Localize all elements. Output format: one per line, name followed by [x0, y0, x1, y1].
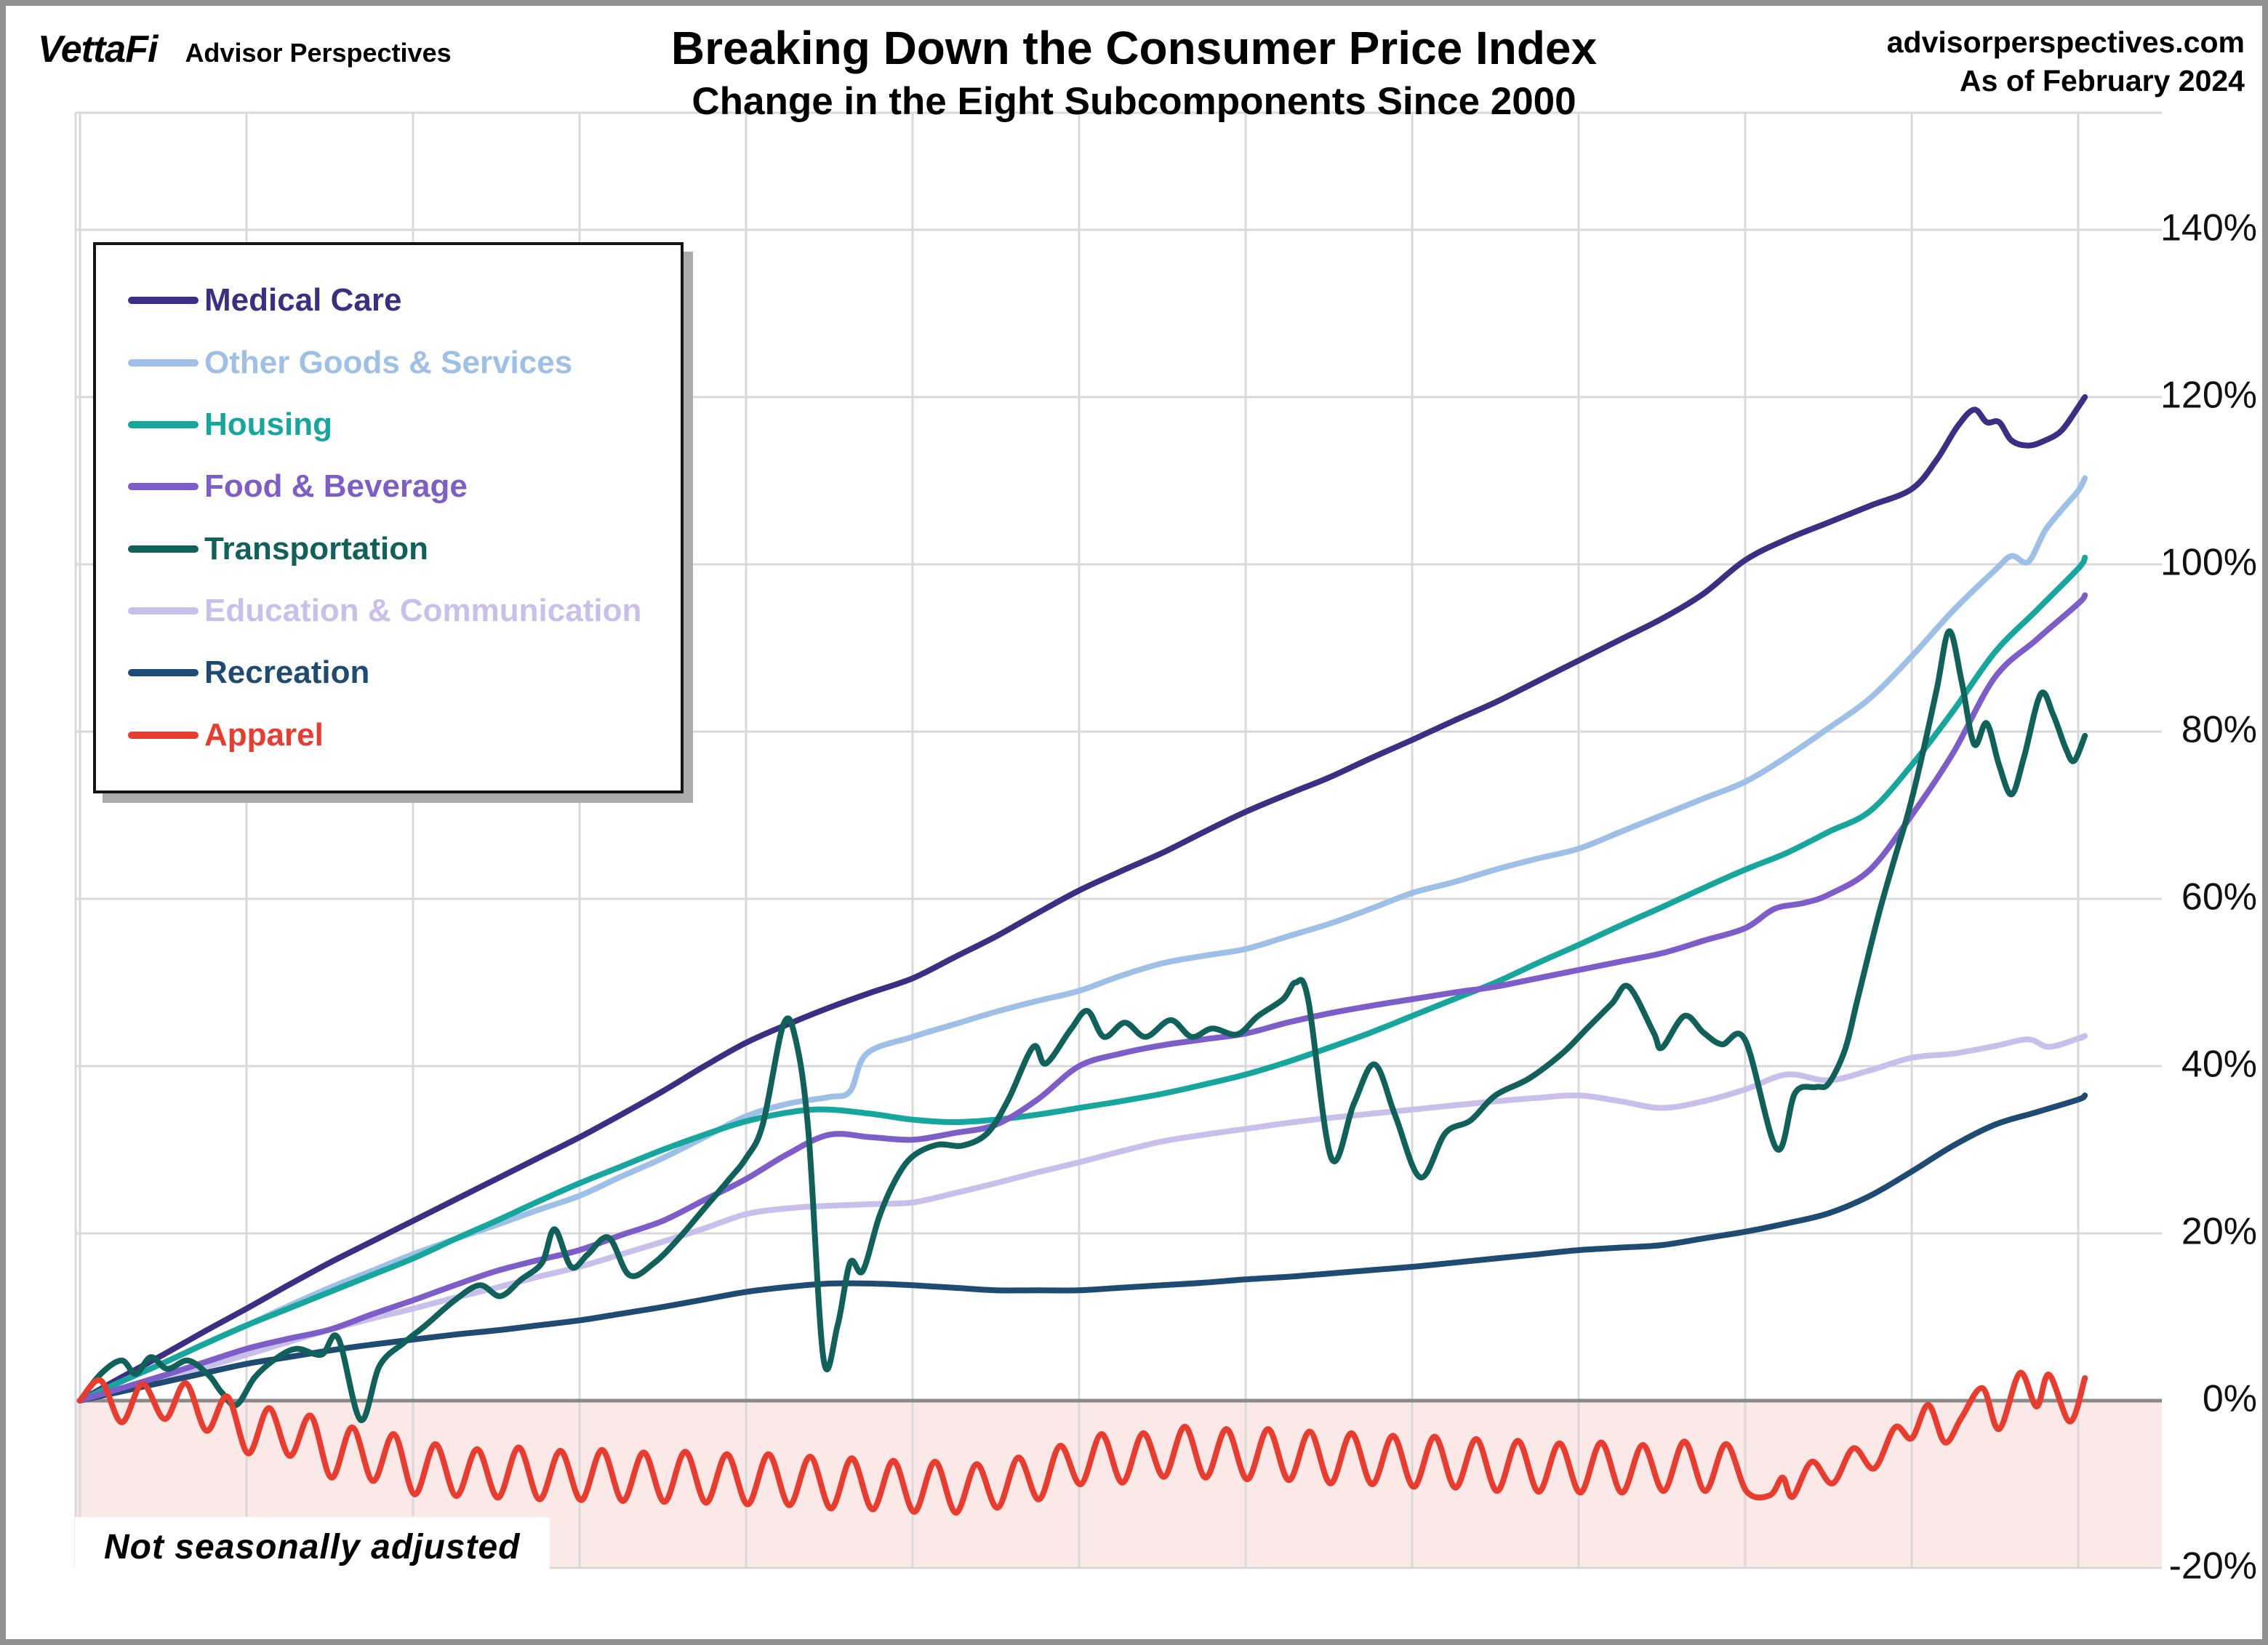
series-line-transportation	[77, 628, 2088, 1423]
series-line-education-communication	[77, 1033, 2088, 1404]
legend-item-food-beverage: Food & Beverage	[128, 468, 681, 505]
legend-label-recreation: Recreation	[204, 655, 370, 691]
x-axis-label: 2014	[1202, 1638, 1289, 1639]
y-axis-label: 80%	[2181, 709, 2257, 751]
legend-item-medical-care: Medical Care	[128, 282, 681, 319]
y-axis-label: 40%	[2181, 1044, 2257, 1086]
as-of-date: As of February 2024	[1960, 64, 2245, 98]
series-line-recreation	[77, 1092, 2088, 1404]
cpi-line-chart: 140% 120% 100% 80% 60% 40% 20% 0% -20% 2000 2002 20…	[36, 111, 2257, 1639]
x-axis-label: 2022	[1868, 1638, 1955, 1639]
chart-subtitle: Change in the Eight Subcomponents Since …	[692, 79, 1576, 123]
vettafi-logo-text: VettaFi	[38, 28, 158, 71]
series-line-apparel	[77, 1369, 2088, 1516]
legend-swatch-other-goods-services	[128, 359, 199, 367]
x-axis-label: 2000	[36, 1638, 124, 1639]
legend-label-food-beverage: Food & Beverage	[204, 468, 468, 505]
legend-item-apparel: Apparel	[128, 717, 681, 753]
title-block: Breaking Down the Consumer Price Index C…	[6, 22, 2262, 124]
legend-label-medical-care: Medical Care	[204, 282, 402, 319]
legend-item-transportation: Transportation	[128, 531, 681, 567]
series-line-medical-care	[77, 394, 2088, 1404]
x-axis-label: 2010	[869, 1638, 956, 1639]
y-axis-label: 60%	[2181, 876, 2257, 918]
legend-label-transportation: Transportation	[204, 530, 429, 567]
legend-label-apparel: Apparel	[204, 716, 324, 753]
legend-item-recreation: Recreation	[128, 655, 681, 691]
y-axis-label: 120%	[2160, 375, 2257, 417]
legend-label-education-communication: Education & Communication	[204, 592, 642, 628]
source-block: advisorperspectives.com As of February 2…	[1887, 23, 2245, 101]
source-url: advisorperspectives.com	[1886, 25, 2245, 59]
legend-label-housing: Housing	[204, 406, 332, 442]
x-axis-label: 2008	[702, 1638, 790, 1639]
y-axis-label: 20%	[2181, 1211, 2257, 1253]
legend-item-other-goods-services: Other Goods & Services	[128, 345, 681, 381]
legend-item-education-communication: Education & Communication	[128, 593, 681, 629]
x-axis-label: 2018	[1535, 1638, 1622, 1639]
y-axis-label: 100%	[2160, 542, 2257, 584]
y-axis-label: -20%	[2169, 1545, 2257, 1588]
advisor-perspectives-label: Advisor Perspectives	[185, 38, 452, 68]
legend-swatch-food-beverage	[128, 483, 199, 491]
series-line-food-beverage	[77, 592, 2088, 1404]
x-axis-label: 2016	[1369, 1638, 1456, 1639]
not-seasonally-adjusted-note: Not seasonally adjusted	[75, 1517, 550, 1579]
legend-swatch-transportation	[128, 545, 199, 553]
legend-swatch-education-communication	[128, 607, 199, 615]
legend-swatch-apparel	[128, 731, 199, 739]
x-axis-label: 2004	[369, 1638, 457, 1639]
y-axis-label: 0%	[2203, 1378, 2257, 1420]
legend-swatch-housing	[128, 420, 199, 428]
legend-swatch-recreation	[128, 669, 199, 677]
chart-title: Breaking Down the Consumer Price Index	[670, 22, 1598, 74]
series-line-housing	[77, 554, 2088, 1404]
x-axis-label: 2002	[203, 1638, 290, 1639]
legend-swatch-medical-care	[128, 297, 199, 305]
legend-label-other-goods-services: Other Goods & Services	[204, 344, 573, 380]
x-axis-label: 2024	[2035, 1638, 2122, 1639]
y-axis-label: 140%	[2160, 207, 2257, 249]
legend-item-housing: Housing	[128, 407, 681, 443]
x-axis-label: 2012	[1035, 1638, 1123, 1639]
vettafi-logo: VettaFi Advisor Perspectives	[38, 28, 452, 71]
chart-legend: Medical Care Other Goods & Services Housin…	[93, 242, 684, 793]
x-axis-label: 2006	[536, 1638, 623, 1639]
x-axis-label: 2020	[1702, 1638, 1789, 1639]
